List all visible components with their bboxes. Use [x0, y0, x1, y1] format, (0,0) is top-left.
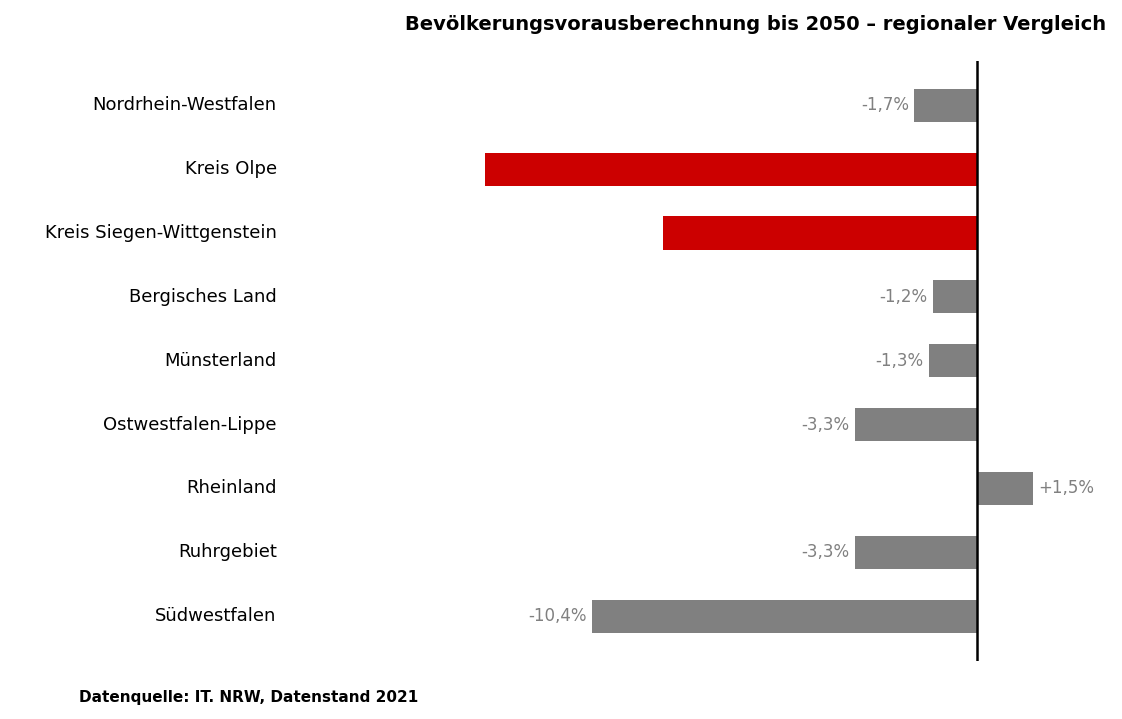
Text: -8,5%: -8,5%	[911, 224, 965, 242]
Text: Südwestfalen: Südwestfalen	[155, 607, 277, 625]
Bar	[592, 600, 977, 633]
Bar	[485, 152, 977, 186]
Bar	[663, 216, 977, 249]
Text: Ostwestfalen-Lippe: Ostwestfalen-Lippe	[103, 416, 277, 434]
Bar	[855, 536, 977, 569]
Bar	[977, 472, 1033, 505]
Text: Kreis Olpe: Kreis Olpe	[185, 160, 277, 178]
Bar	[934, 280, 977, 313]
Text: Rheinland: Rheinland	[186, 480, 277, 498]
Text: -10,4%: -10,4%	[528, 607, 587, 625]
Text: Nordrhein-Westfalen: Nordrhein-Westfalen	[93, 96, 277, 114]
Text: -3,3%: -3,3%	[801, 544, 849, 562]
Bar	[929, 344, 977, 377]
Text: -1,7%: -1,7%	[861, 96, 909, 114]
Title: Bevölkerungsvorausberechnung bis 2050 – regionaler Vergleich: Bevölkerungsvorausberechnung bis 2050 – …	[405, 15, 1106, 34]
Text: +1,5%: +1,5%	[1039, 480, 1094, 498]
Text: -3,3%: -3,3%	[801, 416, 849, 434]
Bar	[914, 88, 977, 122]
Text: Datenquelle: IT. NRW, Datenstand 2021: Datenquelle: IT. NRW, Datenstand 2021	[79, 690, 417, 705]
Text: Ruhrgebiet: Ruhrgebiet	[178, 544, 277, 562]
Text: Kreis Siegen-Wittgenstein: Kreis Siegen-Wittgenstein	[45, 224, 277, 242]
Text: Münsterland: Münsterland	[165, 352, 277, 370]
Bar	[855, 408, 977, 441]
Text: -13,3%: -13,3%	[900, 160, 965, 178]
Text: -1,3%: -1,3%	[875, 352, 923, 370]
Text: Bergisches Land: Bergisches Land	[129, 288, 277, 306]
Text: -1,2%: -1,2%	[880, 288, 928, 306]
